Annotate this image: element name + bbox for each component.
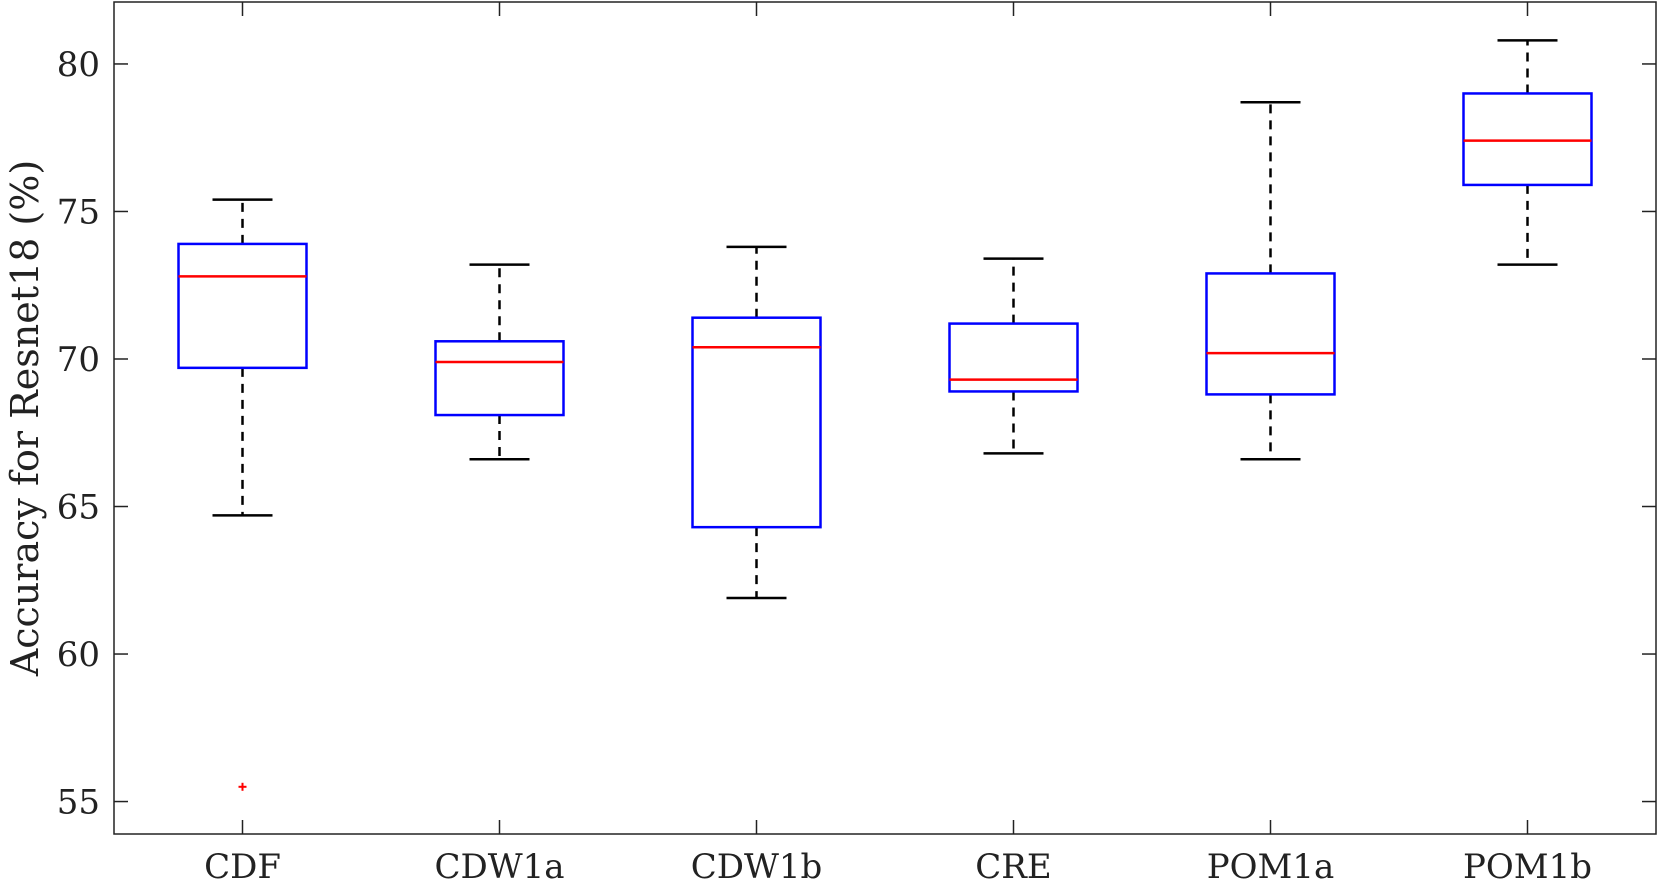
outlier-marker xyxy=(238,782,247,791)
iqr-box xyxy=(434,340,565,417)
y-tick-label: 65 xyxy=(57,488,100,528)
iqr-box xyxy=(1205,272,1336,396)
iqr-box xyxy=(1462,92,1593,187)
iqr-box xyxy=(177,242,308,370)
box-pom1b xyxy=(1462,39,1593,266)
x-tick-label: CDF xyxy=(204,847,281,887)
box-cdw1b xyxy=(691,245,822,600)
box-cre xyxy=(948,257,1079,455)
y-tick-label: 80 xyxy=(57,45,100,85)
axes: 55 60 65 70 75 80 CDF CDW1a CDW1b CRE POM1a POM1b xyxy=(57,1,1657,887)
y-tick-label: 60 xyxy=(57,635,100,675)
x-tick-label: POM1b xyxy=(1463,847,1592,887)
y-tick-label: 70 xyxy=(57,340,100,380)
box-pom1a xyxy=(1205,101,1336,461)
box-cdf xyxy=(177,198,308,791)
x-tick-label: CDW1a xyxy=(434,847,564,887)
x-tick-label: CDW1b xyxy=(691,847,823,887)
plot-frame xyxy=(113,1,1657,835)
plot-area xyxy=(177,39,1593,791)
iqr-box xyxy=(948,322,1079,393)
y-tick-label: 55 xyxy=(57,783,100,823)
box-cdw1a xyxy=(434,263,565,461)
iqr-box xyxy=(691,316,822,529)
x-tick-label: POM1a xyxy=(1207,847,1334,887)
x-tick-label: CRE xyxy=(975,847,1051,887)
y-axis-title: Accuracy for Resnet18 (%) xyxy=(3,160,47,677)
y-tick-label: 75 xyxy=(57,192,100,232)
